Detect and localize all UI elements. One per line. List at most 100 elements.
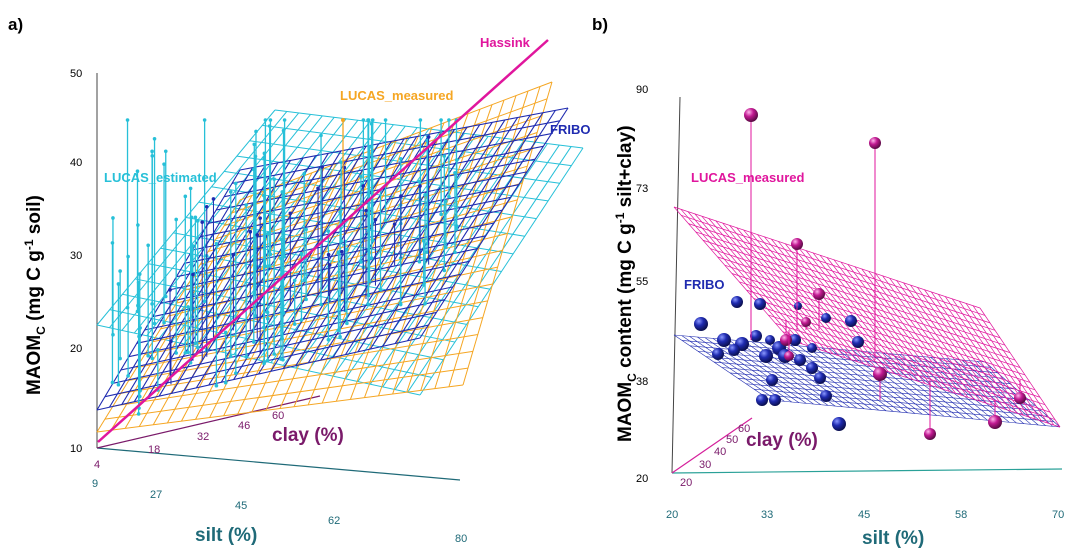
lucas-measured-plane-line [753, 298, 1036, 391]
lucas-measured-plane-line [112, 350, 473, 407]
panel-a-silt-tick: 45 [235, 500, 247, 512]
lucas-measured-plane-line [782, 331, 1056, 420]
lucas-estimated-point [423, 301, 427, 306]
lucas-estimated-point [188, 186, 193, 191]
panel-a-series-label-fribo: FRIBO [550, 122, 590, 137]
fribo-point [327, 263, 332, 267]
lucas-measured-plane-line [789, 339, 1061, 428]
lucas-estimated-point [444, 199, 448, 204]
lucas-estimated-point [366, 302, 370, 306]
fribo-plane-line [224, 133, 552, 198]
lucas-measured-plane-line [724, 264, 1016, 361]
panel-b-clay-tick: 30 [699, 459, 711, 471]
lucas-estimated-point [378, 287, 383, 292]
lucas-estimated-point [195, 345, 200, 350]
lucas-estimated-point [233, 371, 238, 376]
fribo-point [392, 222, 397, 226]
lucas-estimated-point [193, 215, 198, 220]
lucas-estimated-point [265, 358, 270, 363]
lucas-estimated-point [268, 252, 273, 257]
lucas-estimated-point [251, 340, 256, 344]
lucas-measured-plane-line [746, 289, 1031, 383]
panel-a-clay-axis-title: clay (%) [272, 425, 344, 446]
lucas-estimated-point [454, 224, 459, 228]
panel-a-y-tick: 20 [70, 343, 82, 355]
panel-b-y-tick: 90 [636, 84, 648, 96]
lucas-estimated-point [265, 316, 270, 321]
lucas-estimated-point [126, 254, 130, 259]
lucas-estimated-point [282, 118, 287, 122]
fribo-point [231, 252, 236, 257]
lucas-measured-point [744, 108, 758, 122]
fribo-point [717, 333, 731, 347]
lucas-estimated-point [262, 361, 266, 366]
lucas-estimated-point [228, 190, 233, 194]
fribo-point [418, 184, 422, 188]
fribo-plane-line [239, 107, 569, 171]
panel-a-clay-tick: 4 [94, 459, 100, 471]
lucas-estimated-point [336, 328, 341, 333]
panel-b-clay-tick: 40 [714, 446, 726, 458]
panel-a-hassink-line [97, 39, 549, 443]
panel-a: a) 10 20 30 40 50 9 27 45 62 80 4 18 32 … [8, 15, 590, 546]
panel-b-y-tick: 20 [636, 473, 648, 485]
lucas-estimated-point [439, 118, 443, 122]
lucas-estimated-point [292, 322, 297, 326]
panel-a-data-points [110, 118, 459, 416]
lucas-estimated-point [118, 269, 122, 273]
lucas-estimated-point [174, 351, 178, 355]
lucas-estimated-point [214, 383, 219, 388]
lucas-estimated-point [202, 299, 207, 304]
fribo-plane-line [721, 367, 1023, 395]
fribo-point [364, 208, 368, 213]
lucas-estimated-point [233, 181, 238, 186]
lucas-measured-plane-line [192, 182, 523, 278]
lucas-estimated-point [174, 217, 178, 222]
fribo-point [754, 298, 766, 310]
panel-b-data-points [694, 108, 1026, 440]
lucas-measured-plane-line [681, 214, 986, 316]
lucas-estimated-point [183, 194, 188, 199]
lucas-estimated-point [118, 356, 122, 361]
fribo-point [806, 362, 818, 374]
panel-a-y-tick: 10 [70, 443, 82, 455]
lucas-measured-point [784, 351, 794, 361]
lucas-estimated-point [447, 194, 451, 199]
lucas-measured-plane-line [775, 323, 1051, 413]
fribo-point [845, 315, 857, 327]
lucas-estimated-point [111, 216, 115, 220]
lucas-estimated-plane-line [96, 324, 421, 396]
lucas-estimated-point [367, 145, 372, 149]
panel-b-silt-tick: 58 [955, 509, 967, 521]
panel-b-clay-tick: 50 [726, 434, 738, 446]
lucas-estimated-point [299, 251, 304, 256]
lucas-estimated-point [417, 259, 422, 264]
lucas-estimated-point [447, 118, 451, 122]
lucas-estimated-point [304, 227, 308, 232]
fribo-point [399, 194, 403, 198]
lucas-measured-plane-line [702, 239, 1001, 339]
fribo-point [191, 272, 195, 277]
lucas-estimated-point [163, 294, 168, 299]
panel-b-silt-axis-title: silt (%) [862, 528, 924, 549]
lucas-measured-plane-line [96, 384, 464, 433]
lucas-estimated-point [339, 160, 343, 164]
fribo-point [426, 135, 431, 139]
panel-a-silt-tick: 27 [150, 489, 162, 501]
lucas-estimated-point [126, 374, 130, 378]
panel-b-clay-tick: 60 [738, 423, 750, 435]
fribo-point [794, 302, 802, 310]
lucas-estimated-point [272, 177, 276, 181]
lucas-estimated-point [439, 212, 443, 217]
lucas-measured-point [813, 288, 825, 300]
fribo-plane-line [168, 222, 495, 291]
lucas-estimated-point [214, 241, 219, 246]
lucas-estimated-point [361, 118, 366, 122]
lucas-estimated-point [195, 219, 200, 223]
lucas-estimated-point [442, 268, 447, 273]
fribo-point [765, 335, 775, 345]
fribo-point [169, 339, 173, 344]
lucas-measured-point [869, 137, 881, 149]
lucas-estimated-point [244, 203, 248, 207]
panel-a-clay-tick: 46 [238, 420, 250, 432]
